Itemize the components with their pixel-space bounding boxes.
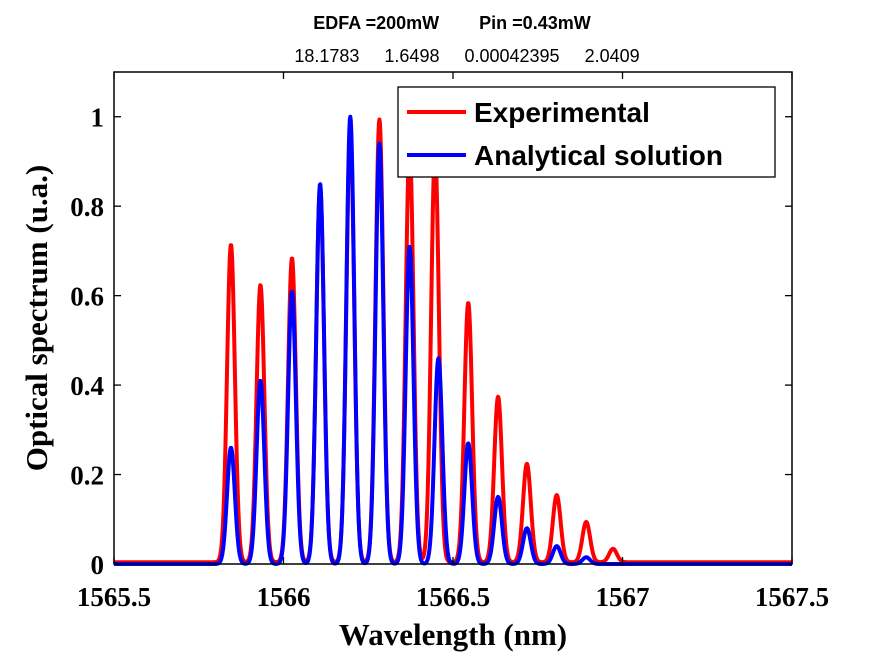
y-tick-label: 0.4 bbox=[70, 371, 104, 401]
chart-title-line2: 18.1783 1.6498 0.00042395 2.0409 bbox=[294, 46, 639, 66]
y-axis-label: Optical spectrum (u.a.) bbox=[19, 165, 54, 472]
x-tick-label: 1565.5 bbox=[77, 582, 151, 612]
y-tick-label: 0.2 bbox=[70, 461, 104, 491]
y-tick-label: 0.8 bbox=[70, 192, 104, 222]
legend: Experimental Analytical solution bbox=[397, 86, 776, 178]
x-tick-label: 1566 bbox=[257, 582, 311, 612]
x-tick-label: 1566.5 bbox=[416, 582, 490, 612]
legend-label-experimental: Experimental bbox=[474, 97, 650, 128]
chart-title-line1: EDFA =200mW Pin =0.43mW bbox=[313, 13, 590, 33]
legend-label-analytical: Analytical solution bbox=[474, 140, 723, 171]
x-tick-label: 1567 bbox=[596, 582, 650, 612]
y-tick-label: 0 bbox=[91, 550, 105, 580]
ticks-layer: 1565.5 1566 1566.5 1567 1567.5 0 0.2 0.4 0.6 0.8 1 bbox=[70, 72, 829, 612]
y-tick-label: 0.6 bbox=[70, 282, 104, 312]
y-tick-label: 1 bbox=[91, 103, 105, 133]
x-axis-label: Wavelength (nm) bbox=[339, 617, 567, 652]
legend-box bbox=[397, 86, 776, 178]
x-tick-label: 1567.5 bbox=[755, 582, 829, 612]
